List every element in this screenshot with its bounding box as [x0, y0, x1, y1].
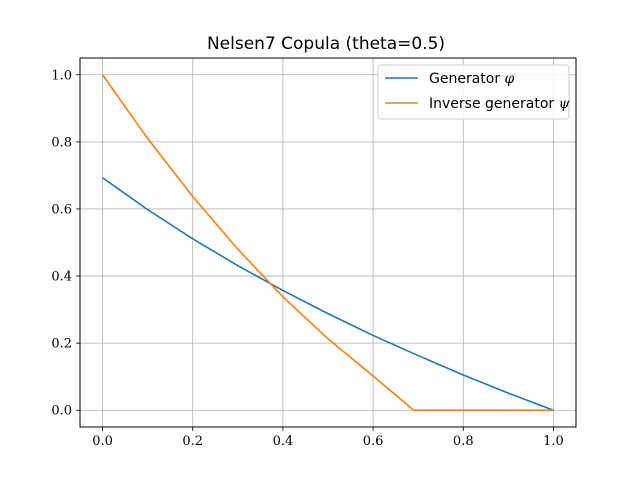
y-tick-label: 0.0	[51, 404, 72, 419]
axes-frame	[79, 57, 577, 428]
x-tick-label: 0.8	[453, 434, 474, 449]
chart-title: Nelsen7 Copula (theta=0.5)	[207, 34, 445, 54]
legend: Generator φ Inverse generator ψ	[377, 64, 571, 120]
x-tick-label: 0.4	[273, 434, 294, 449]
y-tick-label: 0.4	[51, 270, 72, 285]
y-tick-label: 1.0	[51, 68, 72, 83]
y-tick-label: 0.2	[51, 337, 72, 352]
y-tick-label: 0.6	[51, 202, 72, 217]
x-tick-label: 0.2	[182, 434, 203, 449]
x-tick-label: 1.0	[543, 434, 564, 449]
legend-label-1: Generator φ	[429, 71, 515, 87]
series-line-2	[101, 74, 554, 412]
legend-label-2: Inverse generator ψ	[429, 96, 571, 112]
series-lines	[101, 74, 554, 412]
legend-box	[377, 64, 570, 120]
y-tick-label: 0.8	[51, 135, 72, 150]
x-tick-label: 0.0	[92, 434, 113, 449]
series-line-1	[102, 177, 554, 411]
axis-ticks: 0.0 0.2 0.4 0.6 0.8 1.0 0.0 0.2 0.4 0.6 0.8 1.0	[51, 68, 563, 449]
x-tick-label: 0.6	[363, 434, 384, 449]
